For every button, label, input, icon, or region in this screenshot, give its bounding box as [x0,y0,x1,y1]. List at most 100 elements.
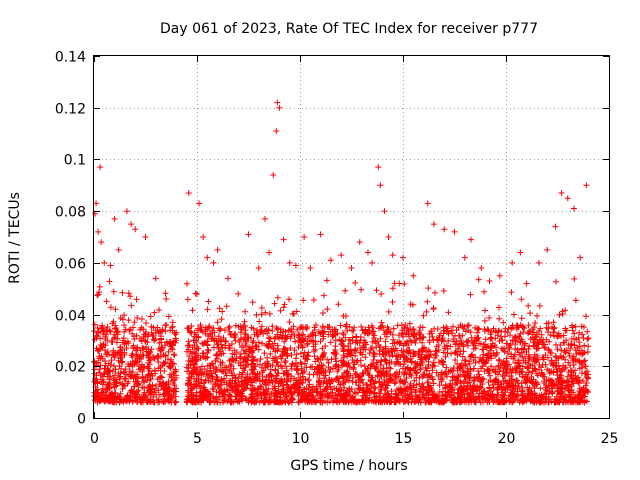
data-point [102,362,109,369]
data-point [558,190,565,197]
data-point [132,226,139,233]
data-point [121,351,128,358]
data-point [332,343,339,350]
data-point [358,323,365,330]
data-point [579,331,586,338]
data-point [242,308,249,315]
data-point [95,347,102,354]
data-point [122,375,129,382]
data-point [348,265,355,272]
data-point [369,259,376,266]
data-point [162,359,169,366]
data-point [134,314,141,321]
data-point [156,374,163,381]
x-tick-label: 15 [395,431,413,447]
data-point [139,361,146,368]
data-point [120,335,127,342]
x-tick-label: 20 [498,431,516,447]
data-point [142,234,149,240]
data-point [338,252,345,259]
y-tick-label: 0.06 [55,257,86,273]
data-point [326,369,333,376]
data-point [194,345,201,352]
data-point [382,338,389,345]
data-point [170,351,177,358]
data-point [171,352,178,359]
data-point [138,315,145,322]
y-tick-label: 0.1 [64,153,86,169]
data-point [140,364,147,371]
data-point [413,381,420,388]
data-point [322,372,329,379]
data-point [148,346,155,353]
data-point [401,280,408,287]
data-point [91,328,98,335]
data-point [184,296,191,303]
data-point [163,296,170,303]
data-point [440,287,447,294]
data-point [110,393,117,400]
data-point [486,277,493,284]
data-point [152,370,159,377]
data-point [107,367,114,374]
data-point [135,380,142,387]
data-point [116,393,123,400]
data-point [381,208,388,215]
data-point [156,381,163,388]
data-point [410,272,417,279]
data-point [213,352,220,359]
data-point [102,342,109,349]
data-point [525,302,532,309]
data-point [274,294,281,301]
data-point [292,338,299,345]
data-point [124,380,131,387]
data-point [445,309,452,316]
data-point [571,275,578,282]
data-point [584,328,591,335]
data-point [219,308,226,315]
data-point [255,265,262,272]
data-point [166,371,173,378]
data-point [157,347,164,354]
data-point [118,365,125,372]
data-point [91,359,98,366]
data-point [274,99,281,106]
data-point [475,368,482,375]
data-point [584,349,591,356]
data-point [200,234,207,240]
data-point [112,389,119,396]
data-point [101,365,108,372]
data-point [281,359,288,366]
data-point [378,291,385,298]
data-point [535,259,542,266]
data-point [96,369,103,376]
data-point [571,330,578,337]
data-point [160,380,167,387]
data-point [253,311,260,318]
data-point [125,396,132,403]
data-point [105,397,112,404]
data-point [481,317,488,324]
data-point [168,356,175,363]
data-point [450,338,457,345]
data-point [237,329,244,336]
data-point [114,331,121,338]
data-point [273,127,280,134]
data-point [115,246,122,253]
data-point [461,254,468,261]
data-point [332,355,339,362]
data-point [389,298,396,305]
data-point [110,375,117,382]
data-point [101,259,108,266]
data-point [135,363,142,370]
data-point [261,215,268,222]
data-point [146,361,153,368]
data-point [229,356,236,363]
data-point [302,324,309,331]
data-point [480,351,487,358]
data-point [119,289,126,296]
data-point [232,337,239,344]
data-point [111,383,118,390]
data-point [358,286,365,293]
data-point [99,355,106,362]
